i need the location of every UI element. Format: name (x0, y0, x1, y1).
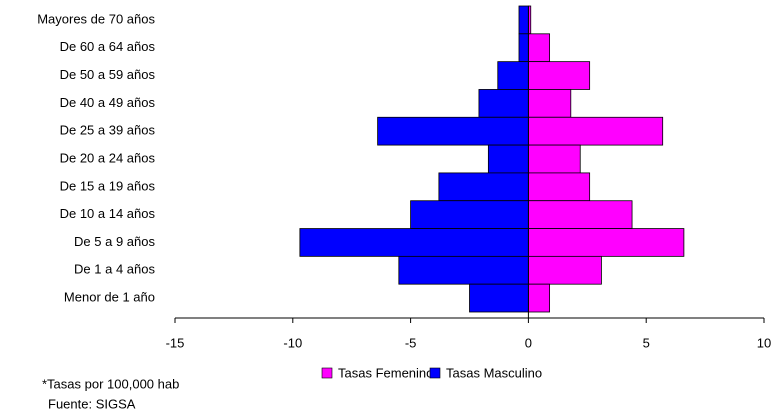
bar (410, 200, 529, 229)
bar (299, 228, 529, 257)
y-tick-label: De 40 a 49 años (60, 95, 156, 110)
y-tick-label: De 20 a 24 años (60, 150, 156, 165)
bar (518, 33, 529, 63)
y-tick-label: Menor de 1 año (64, 290, 155, 305)
bar (497, 61, 529, 90)
legend-swatch (321, 367, 333, 379)
bar (528, 61, 591, 90)
legend-label: Tasas Masculino (446, 365, 542, 380)
bar (528, 89, 572, 118)
annotation: *Tasas por 100,000 hab (42, 376, 179, 391)
y-tick-label: Mayores de 70 años (37, 11, 155, 26)
bar (438, 172, 529, 202)
annotation: Fuente: SIGSA (48, 396, 136, 411)
x-tick-label: 10 (757, 335, 771, 350)
x-tick-label: -10 (283, 335, 302, 350)
bar (518, 5, 529, 35)
bar (528, 283, 551, 313)
x-tick-label: 5 (643, 335, 650, 350)
bar (528, 116, 664, 146)
x-tick-label: -5 (405, 335, 417, 350)
legend-swatch (429, 367, 441, 379)
x-tick-label: -15 (166, 335, 185, 350)
y-tick-label: De 5 a 9 años (74, 234, 155, 249)
bar (487, 144, 529, 174)
y-tick-label: De 25 a 39 años (60, 123, 156, 138)
y-tick-label: De 1 a 4 años (74, 262, 155, 277)
bar (528, 200, 633, 229)
bar (478, 89, 529, 118)
legend-label: Tasas Femenino (338, 365, 433, 380)
y-tick-label: De 60 a 64 años (60, 39, 156, 54)
bar (528, 172, 591, 202)
bar (528, 144, 581, 174)
y-tick-label: De 50 a 59 años (60, 67, 156, 82)
bar (528, 255, 602, 285)
x-tick-label: 0 (525, 335, 532, 350)
bar (398, 255, 529, 285)
bar (469, 283, 529, 313)
y-tick-label: De 15 a 19 años (60, 178, 156, 193)
y-tick-label: De 10 a 14 años (60, 206, 156, 221)
bar (528, 228, 685, 257)
bar (528, 33, 551, 63)
bar (377, 116, 529, 146)
